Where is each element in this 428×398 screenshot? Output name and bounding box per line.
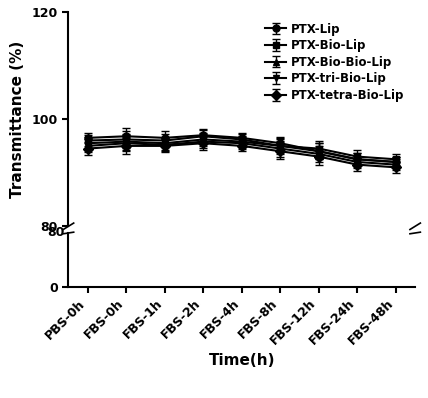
Text: 80: 80 <box>48 226 65 240</box>
X-axis label: Time(h): Time(h) <box>208 353 275 368</box>
Text: Transmittance (%): Transmittance (%) <box>9 41 25 198</box>
Legend: PTX-Lip, PTX-Bio-Lip, PTX-Bio-Bio-Lip, PTX-tri-Bio-Lip, PTX-tetra-Bio-Lip: PTX-Lip, PTX-Bio-Lip, PTX-Bio-Bio-Lip, P… <box>261 18 409 106</box>
